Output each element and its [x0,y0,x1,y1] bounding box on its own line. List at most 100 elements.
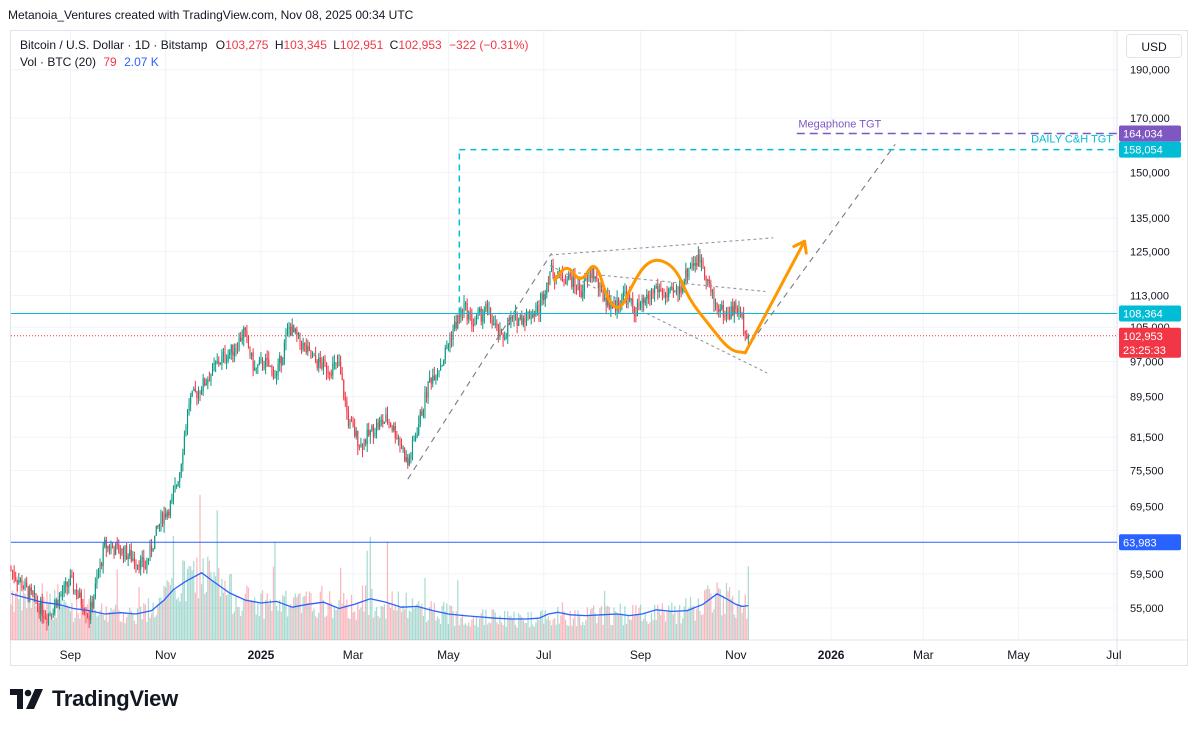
volume-bar [282,595,284,640]
volume-bar [632,604,634,640]
volume-bar [621,613,623,640]
volume-bar [82,608,84,640]
volume-bar [578,615,581,640]
volume-bar [619,603,621,640]
trendline-megaphone_lower [549,265,768,374]
candle-body [71,575,73,577]
candle-body [450,337,453,340]
candle-body [643,298,645,303]
volume-bar [29,599,31,640]
volume-bar [525,623,528,640]
candle-body [382,420,384,424]
volume-bar [399,607,401,640]
candle-body [689,266,692,269]
candle-body [219,363,221,365]
volume-bar [97,615,100,640]
change-value: −322 (−0.31%) [449,38,529,52]
volume-legend-row[interactable]: Vol · BTC (20) 79 2.07 K [20,54,528,71]
time-tick-label: Nov [725,648,746,662]
candle-body [124,545,126,559]
candle-body [12,570,14,573]
candle-body [522,318,524,325]
symbol-legend-row[interactable]: Bitcoin / U.S. Dollar · 1D · Bitstamp O1… [20,37,528,54]
volume-bar [190,566,192,640]
volume-bar [486,624,489,640]
volume-bar [194,592,196,640]
volume-bar [496,622,498,640]
candle-body [46,618,48,624]
candle-body [569,273,571,277]
candle-body [313,355,315,357]
candle-body [435,376,437,381]
volume-bar [514,624,517,640]
candle-body [301,342,303,350]
candle-body [568,273,570,280]
volume-bar [432,611,434,640]
price-tick-label: 135,000 [1130,213,1170,225]
volume-title[interactable]: Vol · BTC (20) [20,55,97,69]
candle-body [224,352,226,362]
last-price-tag: 102,953 [1123,331,1163,343]
candle-body [319,357,321,363]
candle-body [116,543,118,545]
candle-body [176,485,178,487]
currency-button[interactable]: USD [1126,34,1182,58]
volume-bar [728,587,731,640]
candle-body [571,276,573,288]
candle-body [294,328,296,333]
volume-bar [191,570,193,640]
volume-bar [15,592,17,640]
volume-ma-value: 2.07 K [124,55,159,69]
candle-body [22,588,25,590]
resistance-level-price-tag: 108,364 [1123,309,1163,321]
volume-bar [577,610,579,640]
candle-body [327,372,329,374]
volume-bar [421,603,423,640]
volume-bar [550,625,553,640]
candle-body [533,312,535,316]
candle-body [380,420,382,422]
volume-bar [22,580,25,640]
candle-body [165,513,167,518]
volume-bars [10,494,749,640]
volume-bar [539,611,542,640]
candle-body [630,298,632,301]
candle-body [202,378,204,392]
volume-bar [511,618,514,640]
volume-bar [141,619,143,640]
volume-bar [597,616,599,640]
candle-body [716,302,718,310]
volume-bar [680,623,682,640]
candle-body [616,298,618,312]
candle-body [594,276,596,279]
volume-bar [149,617,151,640]
volume-bar [241,610,243,640]
candle-body [561,274,563,281]
volume-bar [74,617,76,640]
volume-bar [319,591,321,640]
volume-bar [400,611,403,640]
volume-bar [329,591,331,640]
volume-bar [215,576,217,640]
candle-body [286,329,289,335]
volume-bar [350,594,353,640]
volume-bar [308,591,310,640]
volume-bar [321,586,323,640]
volume-bar [113,609,115,640]
candle-body [744,330,746,335]
volume-bar [491,609,493,640]
volume-bar [482,609,484,640]
volume-bar [333,607,335,640]
volume-bar [641,621,643,640]
candle-body [66,581,68,587]
volume-bar [118,609,120,640]
candle-body [504,338,506,340]
volume-bar [150,613,153,640]
candle-body [440,366,442,371]
volume-bar [719,589,721,640]
candle-body [516,313,518,326]
candle-body [365,440,367,445]
candle-body [77,596,79,598]
symbol-title[interactable]: Bitcoin / U.S. Dollar · 1D · Bitstamp [20,38,208,52]
